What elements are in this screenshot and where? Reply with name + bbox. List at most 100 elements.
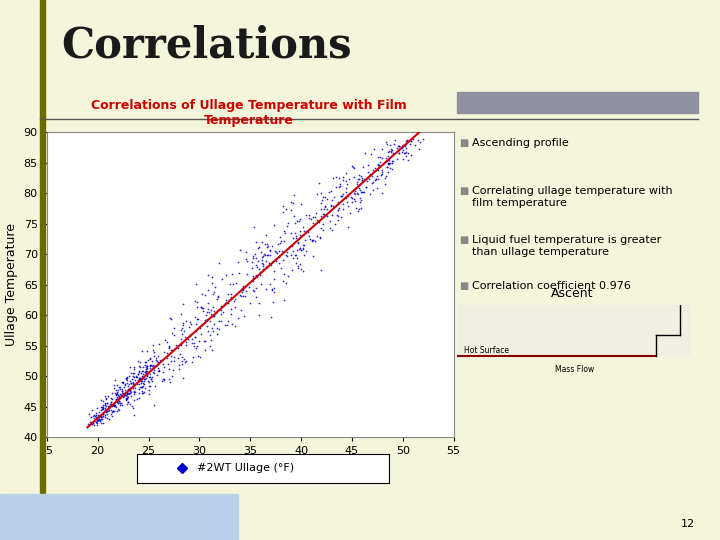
- Point: [97, 403, 109, 411]
- Point: [253, 256, 264, 265]
- Point: [225, 289, 237, 298]
- Point: [117, 388, 129, 397]
- Point: [167, 366, 179, 375]
- Point: [99, 403, 111, 412]
- Point: [306, 237, 318, 246]
- Text: Correlation coefficient 0.976: Correlation coefficient 0.976: [472, 281, 631, 291]
- Point: [408, 134, 419, 143]
- Point: [320, 193, 331, 202]
- Point: [116, 400, 127, 409]
- Point: [166, 346, 178, 355]
- Point: [362, 168, 374, 177]
- Point: [138, 363, 149, 372]
- Point: [140, 383, 151, 392]
- Point: [106, 408, 117, 416]
- Point: [127, 403, 139, 412]
- Point: [136, 367, 148, 375]
- Point: [102, 402, 114, 410]
- Point: [386, 147, 397, 156]
- Point: [362, 160, 374, 169]
- Point: [379, 157, 391, 166]
- Point: [178, 320, 189, 329]
- Point: [254, 267, 266, 276]
- Point: [194, 352, 206, 361]
- Point: [148, 341, 159, 349]
- Point: [99, 399, 111, 408]
- Point: [387, 159, 398, 167]
- Point: [325, 202, 337, 211]
- Point: [258, 251, 270, 259]
- Point: [133, 374, 145, 383]
- Point: [394, 144, 405, 152]
- Point: [109, 402, 120, 410]
- Point: [311, 215, 323, 224]
- Point: [136, 375, 148, 383]
- Point: [352, 174, 364, 183]
- Point: [322, 195, 333, 204]
- Point: [229, 303, 240, 312]
- Point: [196, 289, 207, 298]
- Point: [270, 257, 282, 266]
- Point: [153, 357, 164, 366]
- Point: [319, 202, 330, 211]
- Point: [372, 171, 383, 180]
- Point: [317, 225, 328, 234]
- Point: [281, 248, 292, 256]
- Point: [173, 343, 184, 352]
- Point: [113, 397, 125, 406]
- Point: [237, 284, 248, 293]
- Point: [114, 384, 126, 393]
- Point: [297, 245, 308, 253]
- Point: [134, 367, 145, 375]
- Point: [258, 265, 269, 274]
- Point: [373, 161, 384, 170]
- Point: [84, 417, 96, 426]
- Point: [335, 213, 346, 221]
- Point: [129, 375, 140, 384]
- Point: [305, 234, 316, 243]
- Point: [96, 413, 108, 422]
- Point: [327, 202, 338, 211]
- Point: [202, 286, 214, 295]
- Point: [158, 374, 169, 383]
- Point: [175, 310, 186, 319]
- Point: [276, 255, 288, 264]
- Point: [375, 171, 387, 180]
- Point: [133, 384, 145, 393]
- Point: [122, 385, 133, 394]
- Point: [205, 336, 217, 345]
- Point: [179, 333, 191, 342]
- Point: [334, 182, 346, 191]
- Point: [102, 392, 114, 400]
- Point: [104, 402, 115, 411]
- Point: [116, 390, 127, 399]
- Point: [128, 364, 140, 373]
- Text: #2WT Ullage (°F): #2WT Ullage (°F): [197, 463, 294, 474]
- Point: [189, 339, 200, 348]
- Point: [117, 378, 129, 387]
- Point: [348, 189, 360, 198]
- Point: [234, 246, 246, 254]
- Point: [327, 226, 338, 235]
- Point: [401, 144, 413, 152]
- Point: [244, 299, 256, 307]
- Point: [148, 352, 160, 360]
- Point: [376, 166, 387, 175]
- Point: [247, 272, 258, 280]
- Point: [369, 164, 380, 172]
- Point: [335, 191, 346, 200]
- Point: [152, 360, 163, 368]
- Point: [212, 306, 224, 315]
- Point: [125, 383, 136, 392]
- Point: [281, 251, 292, 259]
- Point: [109, 395, 121, 403]
- Point: [386, 157, 397, 165]
- Point: [176, 324, 188, 333]
- Point: [118, 382, 130, 391]
- Point: [153, 340, 165, 348]
- Point: [110, 396, 122, 404]
- Point: [84, 409, 95, 418]
- Point: [298, 241, 310, 249]
- Point: [173, 361, 184, 369]
- Point: [200, 310, 212, 319]
